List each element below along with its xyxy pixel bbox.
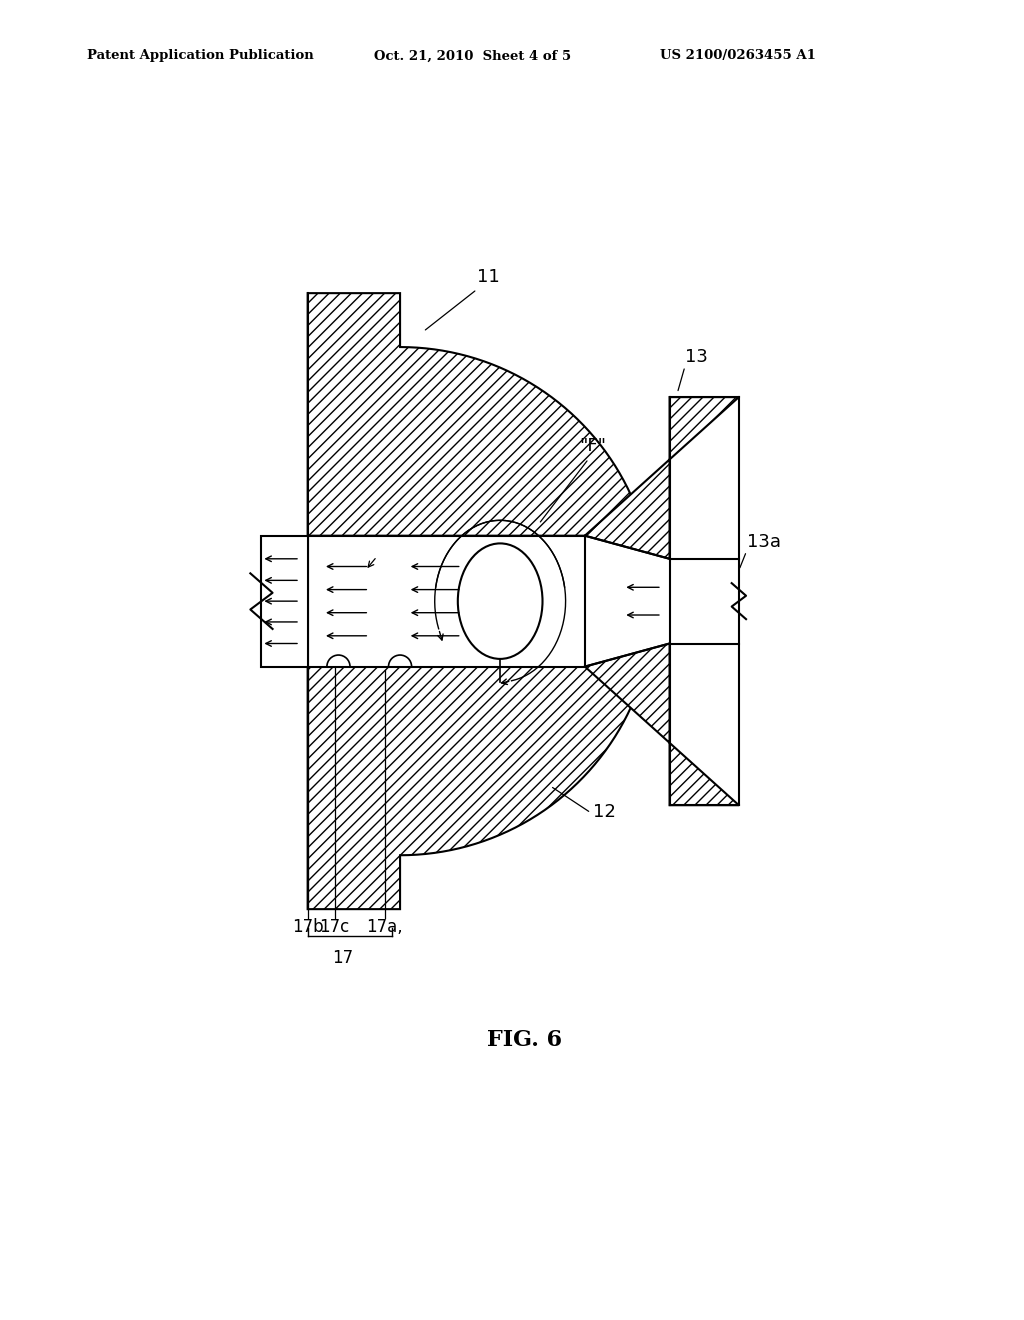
Bar (307, 536, 585, 667)
Polygon shape (307, 293, 645, 536)
Bar (261, 536, 307, 667)
Text: Patent Application Publication: Patent Application Publication (87, 49, 313, 62)
Text: 12: 12 (593, 803, 615, 821)
Polygon shape (585, 397, 739, 558)
Ellipse shape (458, 544, 543, 659)
Text: 13a: 13a (746, 533, 780, 552)
Text: 17b: 17b (292, 919, 324, 936)
Text: US 2100/0263455 A1: US 2100/0263455 A1 (660, 49, 816, 62)
Polygon shape (307, 667, 645, 909)
Polygon shape (585, 644, 739, 805)
Text: FIG. 6: FIG. 6 (487, 1030, 562, 1051)
Bar (670, 558, 739, 644)
Text: 13: 13 (685, 348, 708, 367)
Text: 17: 17 (332, 949, 353, 968)
Text: 17c: 17c (319, 919, 350, 936)
Text: Oct. 21, 2010  Sheet 4 of 5: Oct. 21, 2010 Sheet 4 of 5 (374, 49, 571, 62)
Text: "F": "F" (579, 437, 606, 455)
Text: 17a,: 17a, (367, 919, 403, 936)
Text: 11: 11 (477, 268, 500, 285)
